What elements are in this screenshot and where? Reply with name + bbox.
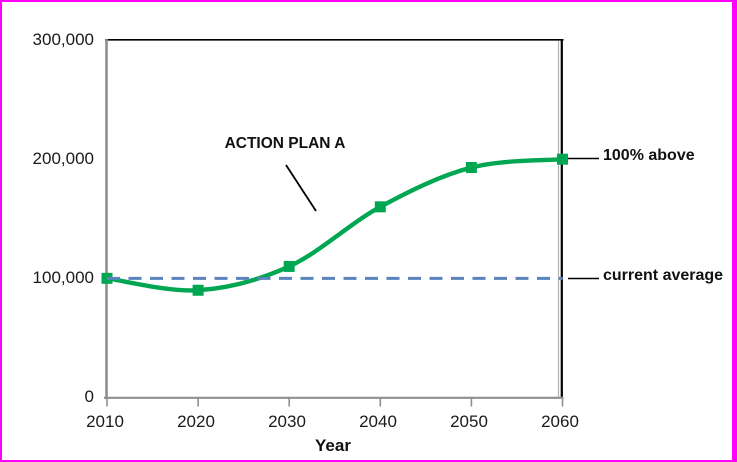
annotation-current-average: current average [603,267,724,284]
x-tick-label: 2060 [541,412,579,431]
y-tick-label: 300,000 [32,30,94,49]
x-tick-label: 2050 [450,412,488,431]
x-tick-label: 2020 [177,412,215,431]
x-axis-ticks [106,398,564,407]
y-tick-label: 0 [84,387,94,406]
y-tick-label: 100,000 [32,268,94,287]
x-axis-title: Year [315,436,351,455]
annotation-pct-above: 100% above [603,147,695,164]
action-plan-callout-line [285,164,317,212]
x-tick-label: 2010 [86,412,124,431]
series-markers [101,153,568,296]
y-tick-label: 200,000 [32,149,94,168]
annotation-action-plan: ACTION PLAN A [224,135,346,152]
x-tick-label: 2040 [359,412,397,431]
plot-canvas [101,38,599,407]
series-line-action-plan [104,156,565,293]
x-tick-label: 2030 [268,412,306,431]
